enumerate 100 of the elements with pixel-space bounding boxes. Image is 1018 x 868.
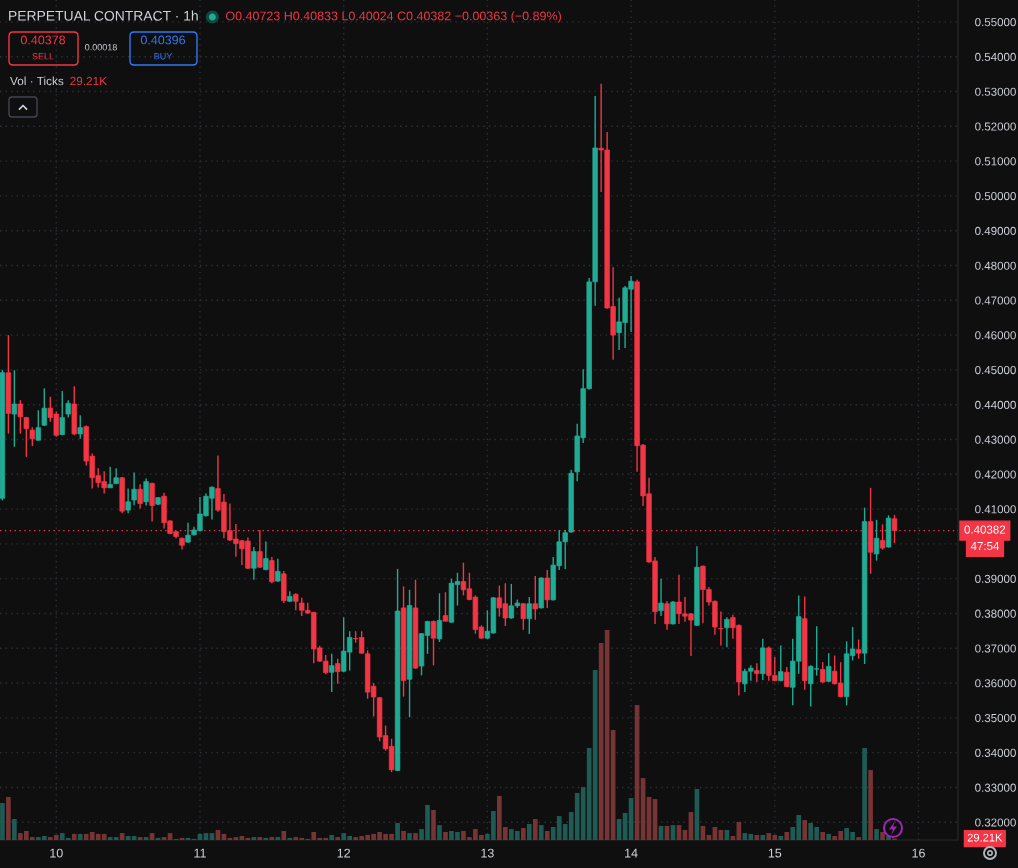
y-tick-label: 0.41000 bbox=[975, 505, 1016, 514]
bar bbox=[269, 837, 275, 840]
candlestick bbox=[820, 661, 826, 684]
bar bbox=[760, 834, 766, 840]
y-tick-label: 0.47000 bbox=[975, 296, 1016, 305]
candlestick bbox=[29, 426, 36, 447]
candlestick bbox=[185, 521, 191, 544]
y-tick-label: 0.54000 bbox=[975, 52, 1016, 62]
bar bbox=[754, 834, 760, 840]
candlestick bbox=[11, 369, 18, 448]
candlestick bbox=[873, 519, 880, 562]
y-tick-label: 0.38000 bbox=[975, 609, 1016, 618]
bar bbox=[532, 819, 538, 840]
candlestick bbox=[855, 638, 862, 660]
annotation: 0.00018 bbox=[85, 44, 117, 51]
y-tick-label: 0.34000 bbox=[975, 748, 1016, 757]
candlestick bbox=[35, 409, 42, 442]
text: PERPETUAL CONTRACT · 1h bbox=[9, 10, 198, 21]
y-tick-label: 0.51000 bbox=[975, 157, 1016, 166]
candlestick bbox=[664, 600, 670, 631]
candlestick bbox=[149, 481, 155, 523]
ref-line-label: 0.40382 bbox=[964, 525, 1006, 534]
x-tick-label: 16 bbox=[912, 848, 925, 858]
bar bbox=[77, 833, 83, 840]
x-tick-label: 14 bbox=[625, 848, 638, 858]
bar bbox=[395, 822, 400, 840]
candlestick bbox=[436, 592, 443, 643]
candlestick bbox=[532, 575, 538, 621]
candlestick bbox=[724, 616, 730, 648]
x-tick-label: 10 bbox=[50, 848, 63, 858]
y-tick-label: 0.35000 bbox=[975, 713, 1016, 723]
bar bbox=[778, 836, 784, 840]
candlestick bbox=[131, 471, 137, 506]
bar bbox=[287, 837, 293, 840]
text: 47:54 bbox=[970, 542, 1000, 551]
chart-title: Vol · Ticks bbox=[10, 76, 64, 86]
bar bbox=[820, 832, 826, 840]
annotation: 0.40396 bbox=[140, 35, 186, 45]
candlestick bbox=[107, 465, 113, 489]
candlestick bbox=[825, 652, 832, 683]
y-tick-label: 0.39000 bbox=[975, 574, 1016, 583]
text: 29.21K bbox=[967, 833, 1003, 842]
candlestick bbox=[335, 658, 341, 685]
y-tick-label: 0.49000 bbox=[975, 226, 1016, 235]
y-tick-label: 0.36000 bbox=[975, 679, 1016, 688]
bar bbox=[71, 833, 77, 840]
candlestick bbox=[125, 487, 131, 514]
candlestick bbox=[59, 390, 65, 437]
annotation: 0.40378 bbox=[20, 35, 66, 45]
candlestick bbox=[41, 387, 47, 427]
bar bbox=[538, 825, 544, 840]
candlestick bbox=[718, 610, 724, 647]
bar bbox=[874, 829, 879, 840]
y-tick-label: 0.55000 bbox=[975, 18, 1016, 27]
candlestick bbox=[329, 653, 335, 693]
bar bbox=[802, 820, 808, 840]
y-tick-label: 0.33000 bbox=[975, 783, 1016, 792]
bar bbox=[6, 796, 11, 840]
bar bbox=[407, 833, 412, 840]
y-tick-label: 0.32000 bbox=[975, 818, 1016, 827]
candlestick bbox=[442, 591, 449, 623]
candlestick bbox=[77, 414, 83, 440]
y-tick-label: 0.43000 bbox=[975, 435, 1016, 444]
bar bbox=[329, 834, 335, 840]
y-tick-label: 0.44000 bbox=[975, 400, 1016, 409]
annotation: BUY bbox=[154, 53, 173, 60]
annotation: 29.21K bbox=[70, 76, 107, 86]
candlestick bbox=[143, 477, 149, 507]
candlestick bbox=[544, 569, 550, 609]
bar bbox=[862, 748, 867, 840]
bar bbox=[443, 832, 448, 840]
candlestick bbox=[526, 596, 532, 635]
bar bbox=[437, 825, 442, 840]
candlestick bbox=[275, 558, 281, 583]
x-tick-label: 13 bbox=[481, 848, 494, 858]
bar bbox=[335, 837, 341, 840]
y-tick-label: 0.50000 bbox=[975, 192, 1016, 201]
bar bbox=[544, 830, 550, 840]
candlestick bbox=[658, 577, 664, 617]
y-tick-label: 0.52000 bbox=[975, 122, 1016, 131]
bar bbox=[401, 830, 406, 840]
y-tick-label: 0.46000 bbox=[975, 331, 1016, 340]
candlestick bbox=[430, 619, 437, 667]
y-tick-label: 0.48000 bbox=[975, 261, 1016, 270]
bar bbox=[0, 803, 5, 840]
bar bbox=[431, 809, 436, 840]
y-tick-label: 0.37000 bbox=[975, 644, 1016, 653]
candlestick bbox=[251, 546, 257, 581]
annotation: SELL bbox=[32, 53, 54, 60]
bar bbox=[856, 837, 861, 840]
candlestick bbox=[263, 540, 269, 572]
bar bbox=[784, 832, 790, 840]
bar bbox=[413, 833, 418, 840]
candlestick bbox=[137, 483, 143, 510]
candlestick bbox=[520, 602, 526, 631]
bar bbox=[526, 824, 532, 840]
y-tick-label: 0.45000 bbox=[975, 366, 1016, 375]
bar bbox=[275, 837, 281, 840]
x-tick-label: 12 bbox=[337, 848, 351, 858]
text: O0.40723 H0.40833 L0.40024 C0.40382 −0.00363 (−0.89%) bbox=[225, 11, 561, 23]
